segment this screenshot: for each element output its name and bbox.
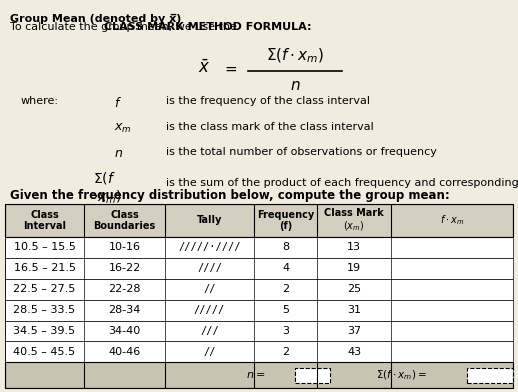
Text: $\bar{x}$: $\bar{x}$	[198, 60, 211, 77]
Text: $\cdot x_m)$: $\cdot x_m)$	[93, 188, 122, 205]
Text: ////: ////	[197, 263, 222, 273]
Text: Class
Boundaries: Class Boundaries	[93, 210, 155, 231]
FancyBboxPatch shape	[5, 341, 513, 362]
Text: 28-34: 28-34	[108, 305, 141, 315]
Text: Tally: Tally	[197, 216, 222, 225]
Text: 28.5 – 33.5: 28.5 – 33.5	[13, 305, 76, 315]
Text: Class
Interval: Class Interval	[23, 210, 66, 231]
Text: 16-22: 16-22	[108, 263, 140, 273]
Text: $\Sigma(f \cdot x_m) =$: $\Sigma(f \cdot x_m) =$	[376, 368, 426, 382]
Text: Given the frequency distribution below, compute the group mean:: Given the frequency distribution below, …	[10, 189, 450, 202]
Text: $\Sigma(f \cdot x_m)$: $\Sigma(f \cdot x_m)$	[266, 46, 324, 65]
Text: $x_m$: $x_m$	[114, 122, 132, 135]
Text: /////: /////	[194, 305, 225, 315]
FancyBboxPatch shape	[5, 237, 513, 258]
Text: 3: 3	[282, 326, 289, 336]
Text: $n$: $n$	[114, 147, 123, 160]
Text: //: //	[203, 347, 216, 357]
FancyBboxPatch shape	[467, 368, 513, 383]
FancyBboxPatch shape	[5, 258, 513, 279]
Text: ///: ///	[200, 326, 219, 336]
Text: 2: 2	[282, 347, 289, 357]
Text: $=$: $=$	[222, 61, 238, 76]
Text: 34-40: 34-40	[108, 326, 140, 336]
FancyBboxPatch shape	[295, 368, 330, 383]
Text: 43: 43	[347, 347, 361, 357]
Text: Class Mark
$(x_m)$: Class Mark $(x_m)$	[324, 208, 384, 233]
Text: 8: 8	[282, 242, 289, 252]
FancyBboxPatch shape	[5, 299, 513, 321]
Text: $n =$: $n =$	[246, 370, 265, 380]
Text: 22.5 – 27.5: 22.5 – 27.5	[13, 284, 76, 294]
Text: $\Sigma(f$: $\Sigma(f$	[93, 170, 116, 186]
FancyBboxPatch shape	[5, 321, 513, 341]
Text: 19: 19	[347, 263, 361, 273]
Text: is the frequency of the class interval: is the frequency of the class interval	[166, 96, 370, 107]
Text: Frequency
(f): Frequency (f)	[257, 210, 314, 231]
Text: 2: 2	[282, 284, 289, 294]
Text: 37: 37	[347, 326, 361, 336]
Text: CLASS MARK METHOD FORMULA:: CLASS MARK METHOD FORMULA:	[104, 22, 311, 32]
FancyBboxPatch shape	[5, 204, 513, 237]
Text: /////·////: /////·////	[178, 242, 241, 252]
Text: is the sum of the product of each frequency and corresponding class mark: is the sum of the product of each freque…	[166, 178, 518, 188]
FancyBboxPatch shape	[5, 362, 513, 388]
Text: 40-46: 40-46	[108, 347, 140, 357]
Text: 10-16: 10-16	[108, 242, 140, 252]
Text: is the total number of observations or frequency: is the total number of observations or f…	[166, 147, 437, 158]
Text: $f \cdot x_m$: $f \cdot x_m$	[440, 214, 464, 227]
Text: $f$: $f$	[114, 96, 122, 111]
Text: //: //	[203, 284, 216, 294]
Text: 13: 13	[347, 242, 361, 252]
Text: 16.5 – 21.5: 16.5 – 21.5	[13, 263, 76, 273]
Text: where:: where:	[21, 96, 59, 107]
Text: 34.5 – 39.5: 34.5 – 39.5	[13, 326, 76, 336]
Text: 4: 4	[282, 263, 289, 273]
Text: is the class mark of the class interval: is the class mark of the class interval	[166, 122, 373, 132]
Text: 10.5 – 15.5: 10.5 – 15.5	[13, 242, 76, 252]
Text: 5: 5	[282, 305, 289, 315]
Text: $n$: $n$	[290, 79, 300, 93]
FancyBboxPatch shape	[5, 279, 513, 299]
Text: To calculate the group mean, we use the: To calculate the group mean, we use the	[10, 22, 241, 32]
Text: 22-28: 22-28	[108, 284, 141, 294]
Text: 31: 31	[347, 305, 361, 315]
Text: 25: 25	[347, 284, 361, 294]
Text: 40.5 – 45.5: 40.5 – 45.5	[13, 347, 76, 357]
Text: Group Mean (denoted by x̅): Group Mean (denoted by x̅)	[10, 14, 182, 24]
